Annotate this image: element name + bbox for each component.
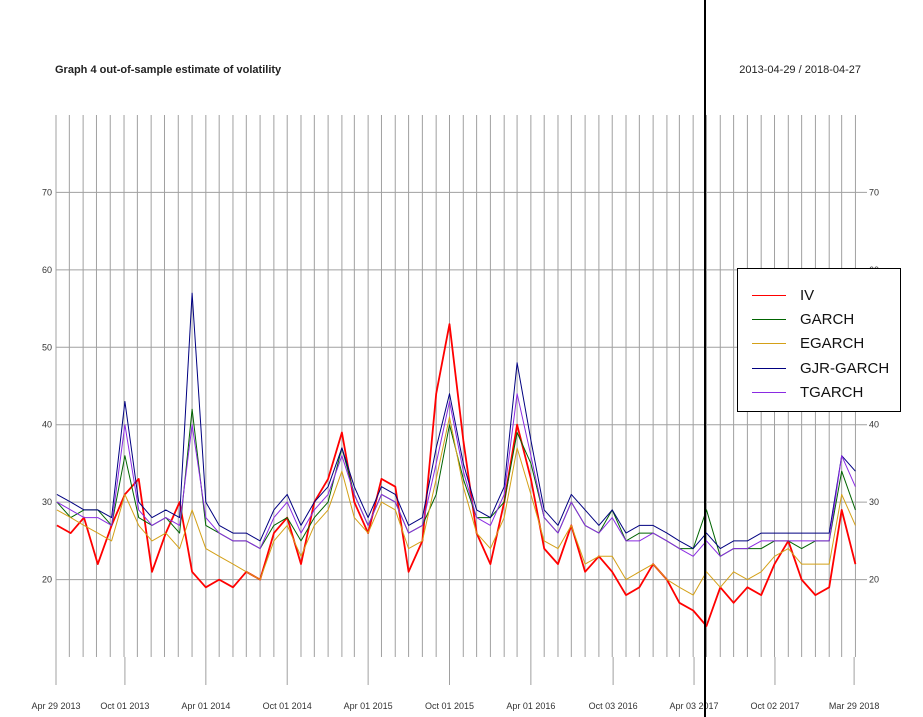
x-tick-label: Mar 29 2018: [829, 701, 880, 711]
series-line-egarch: [56, 416, 856, 596]
y-tick-label: 30: [42, 497, 52, 507]
x-tick-label: Oct 01 2013: [100, 701, 149, 711]
series-line-garch: [56, 408, 856, 557]
x-tick-label: Oct 02 2017: [750, 701, 799, 711]
chart-title: Graph 4 out-of-sample estimate of volati…: [55, 64, 282, 76]
y-tick-label: 30: [869, 497, 879, 507]
y-tick-label: 20: [869, 575, 879, 585]
legend-swatch: [752, 367, 786, 369]
cursor-line[interactable]: [704, 0, 706, 717]
legend-swatch: [752, 392, 786, 394]
x-tick-label: Apr 29 2013: [31, 701, 80, 711]
legend-item: IV: [738, 283, 900, 307]
y-tick-label: 70: [42, 187, 52, 197]
x-tick-label: Oct 03 2016: [589, 701, 638, 711]
x-tick-label: Apr 01 2015: [344, 701, 393, 711]
y-tick-label: 60: [42, 265, 52, 275]
series-lines: [56, 292, 857, 627]
legend-swatch: [752, 294, 786, 296]
legend-label: GARCH: [800, 311, 855, 329]
series-line-iv: [56, 323, 857, 627]
x-tick-label: Apr 01 2016: [506, 701, 555, 711]
legend-label: GJR-GARCH: [800, 359, 890, 377]
legend-label: TGARCH: [800, 384, 864, 402]
y-tick-label: 20: [42, 575, 52, 585]
legend-swatch: [752, 343, 786, 345]
y-tick-label: 50: [42, 342, 52, 352]
y-axis-left: 20 30 40 50 60 70: [42, 187, 52, 584]
legend: IV GARCH EGARCH GJR-GARCH TGARCH: [737, 268, 901, 412]
x-tick-label: Apr 01 2014: [181, 701, 230, 711]
y-tick-label: 40: [869, 420, 879, 430]
legend-item: EGARCH: [738, 332, 900, 356]
y-tick-label: 70: [869, 187, 879, 197]
y-tick-label: 40: [42, 420, 52, 430]
legend-item: GARCH: [738, 307, 900, 331]
legend-swatch: [752, 319, 786, 321]
x-tick-label: Oct 01 2014: [263, 701, 312, 711]
legend-item: TGARCH: [738, 381, 900, 405]
x-tick-label: Apr 03 2017: [670, 701, 719, 711]
date-range-label: 2013-04-29 / 2018-04-27: [739, 64, 861, 76]
legend-item: GJR-GARCH: [738, 356, 900, 380]
x-tick-label: Oct 01 2015: [425, 701, 474, 711]
series-line-tgarch: [56, 393, 856, 557]
legend-label: EGARCH: [800, 335, 865, 353]
x-axis: Apr 29 2013 Oct 01 2013 Apr 01 2014 Oct 01 …: [31, 657, 879, 711]
legend-label: IV: [800, 286, 815, 304]
series-line-gjr-garch: [56, 292, 856, 550]
